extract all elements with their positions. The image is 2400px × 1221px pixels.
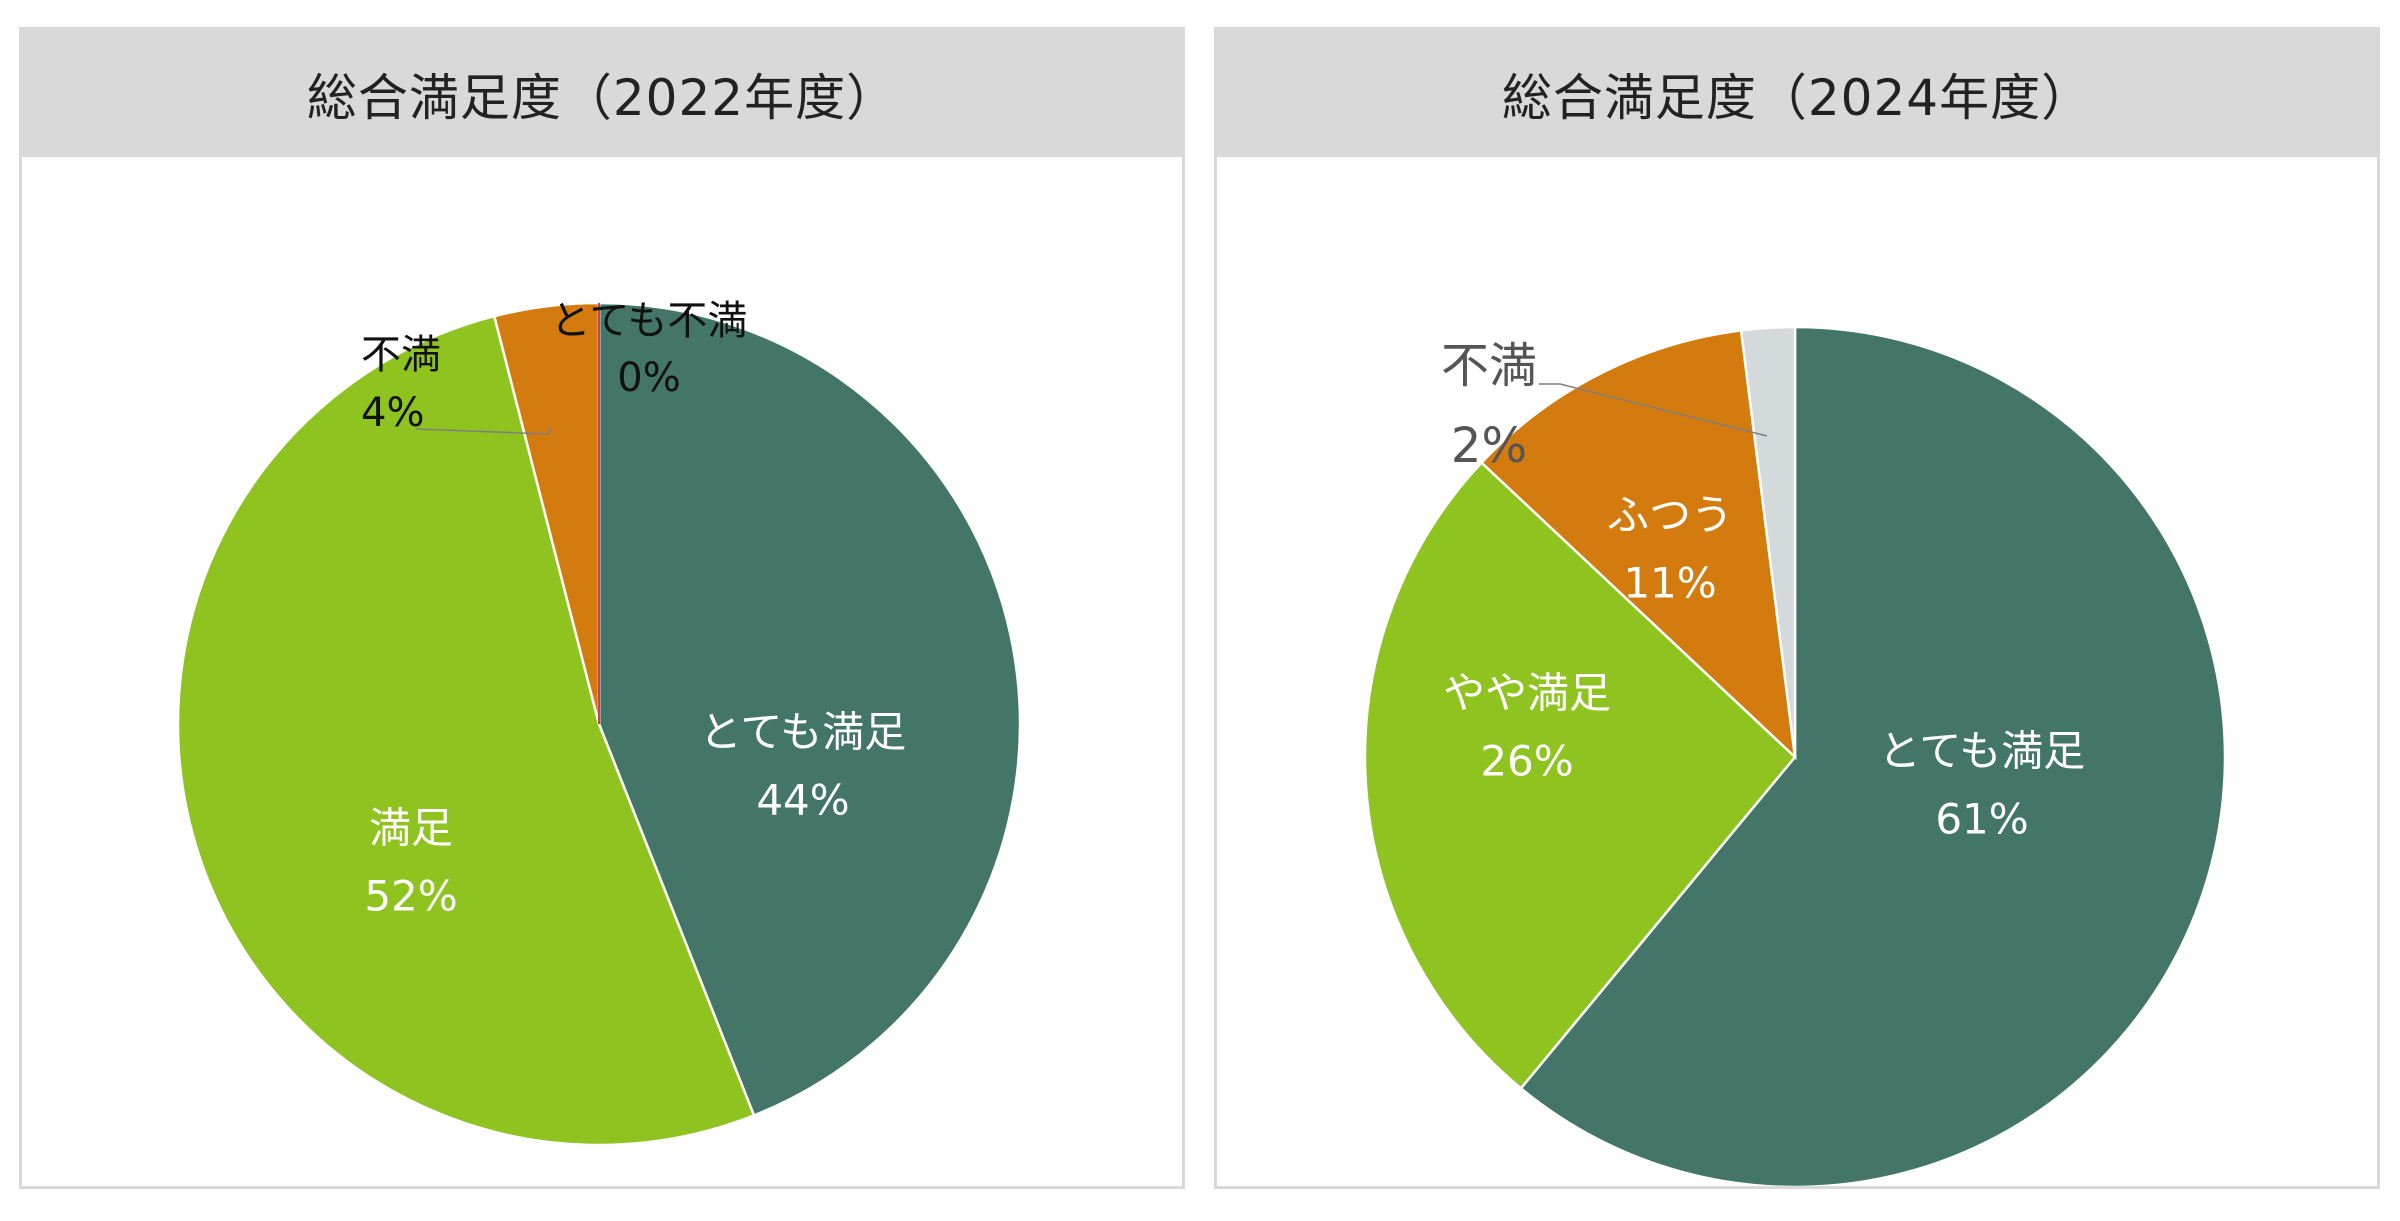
value-label-dissatisfied-2024: 2% [1451,418,1527,474]
value-label-very-satisfied-2024: 61% [1935,795,2028,844]
value-label-neutral-2024: 11% [1623,559,1716,608]
chart-panel-2022: 総合満足度（2022年度） とても満足 44% 満足 52% 不満 4% とても不満 0% [19,27,1185,1189]
chart-title-2022: 総合満足度（2022年度） [306,68,898,127]
value-label-somewhat-satisfied-2024: 26% [1480,737,1573,786]
category-label-neutral-2024: ふつう [1607,491,1733,540]
value-label-satisfied-2022: 52% [364,872,457,921]
category-label-somewhat-satisfied-2024: やや満足 [1443,669,1611,718]
chart-title-2024: 総合満足度（2024年度） [1501,68,2093,127]
leader-line-dissatisfied-2022 [415,427,553,435]
pie-slice-very-satisfied-2024 [1519,325,2227,1186]
chart-header-2022: 総合満足度（2022年度） [22,30,1182,157]
pie-slice-satisfied-2022 [176,314,756,1147]
chart-panel-2024: 総合満足度（2024年度） とても満足 61% やや満足 26% ふつう 11% 不満 2% [1214,27,2380,1189]
chart-header-2024: 総合満足度（2024年度） [1217,30,2377,157]
pie-slice-somewhat-satisfied-2024 [1363,460,1797,1091]
pie-chart-2024: とても満足 61% やや満足 26% ふつう 11% 不満 2% [1363,325,2227,1186]
pie-chart-2022: とても満足 44% 満足 52% 不満 4% とても不満 0% [176,298,1022,1147]
pie-slice-neutral-2024 [1479,328,1797,761]
category-label-very-satisfied-2022: とても満足 [700,708,907,757]
value-label-very-satisfied-2022: 44% [756,776,849,825]
category-label-dissatisfied-2022: 不満 [361,332,441,378]
value-label-very-dissatisfied-2022: 0% [617,355,680,401]
category-label-very-dissatisfied-2022: とても不満 [551,298,748,344]
pie-slice-very-satisfied-2022 [597,301,1022,1118]
category-label-very-satisfied-2024: とても満足 [1879,727,2086,776]
category-label-dissatisfied-2024: 不満 [1441,338,1537,394]
value-label-dissatisfied-2022: 4% [361,390,424,436]
category-label-satisfied-2022: 満足 [369,804,453,853]
pie-slice-dissatisfied-2024 [1739,325,1797,758]
leader-line-dissatisfied-2024 [1539,383,1768,437]
